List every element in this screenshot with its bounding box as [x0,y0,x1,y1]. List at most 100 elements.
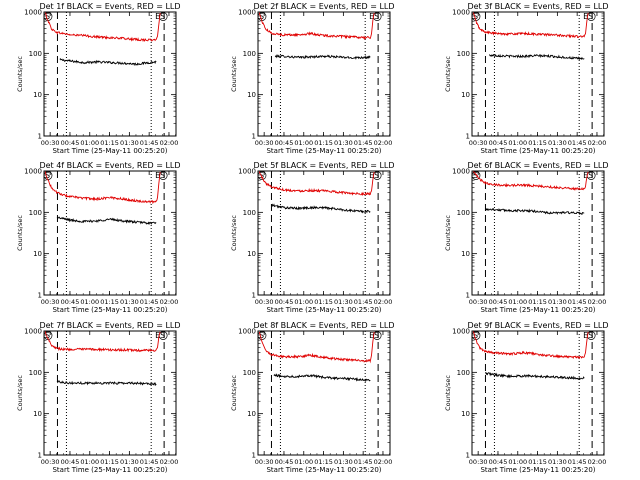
series-line-events [485,207,585,216]
x-tick-label: 02:00 [374,139,393,147]
y-tick-label: 1000 [452,328,470,336]
x-tick-label: 00:45 [61,298,80,306]
y-tick-label: 1000 [452,9,470,17]
y-tick-label: 1 [252,452,256,460]
panel-det-4f: Det 4f BLACK = Events, RED = LLD 1 10 100 10… [16,161,181,314]
y-axis-label: Counts/sec [230,375,238,411]
plot-title: Det 7f BLACK = Events, RED = LLD [39,321,180,330]
y-tick-label: 100 [243,369,256,377]
x-tick-label: 02:00 [374,458,393,466]
x-tick-label: 01:15 [314,298,333,306]
x-tick-label: 00:30 [41,298,60,306]
x-tick-label: 01:15 [100,139,119,147]
x-tick-label: 00:45 [61,458,80,466]
x-tick-label: 00:30 [469,139,488,147]
y-tick-label: 1 [38,452,42,460]
plot-frame [43,11,177,137]
panel-det-8f: Det 8f BLACK = Events, RED = LLD 1 10 100 10… [230,321,395,474]
x-tick-label: 00:30 [469,298,488,306]
series-line-events [485,372,585,380]
y-tick-label: 1 [466,133,470,141]
end-marker-circle [372,331,382,340]
x-tick-label: 01:30 [334,139,353,147]
x-axis-label: Start Time (25-May-11 00:25:20) [480,466,595,474]
x-axis-label: Start Time (25-May-11 00:25:20) [52,147,167,155]
x-tick-label: 01:15 [528,458,547,466]
x-tick-label: 00:45 [275,298,294,306]
x-tick-label: 01:45 [140,298,159,306]
start-marker-label: S [259,12,264,21]
x-tick-label: 02:00 [374,298,393,306]
end-marker-label: ES [583,171,593,180]
plot-title: Det 5f BLACK = Events, RED = LLD [253,161,394,170]
y-tick-label: 10 [33,410,42,418]
series-line-events [273,373,371,383]
panel-det-7f: Det 7f BLACK = Events, RED = LLD 1 10 100 10… [16,321,181,474]
x-tick-label: 02:00 [160,139,179,147]
x-tick-label: 01:45 [568,298,587,306]
series-line-lld [44,171,161,205]
plot-frame [471,330,605,456]
plot-frame [43,330,177,456]
x-tick-label: 01:00 [508,139,527,147]
series-line-events [59,58,157,66]
x-tick-label: 01:00 [294,139,313,147]
y-tick-label: 10 [461,91,470,99]
x-tick-label: 00:30 [255,458,274,466]
panel-det-2f: Det 2f BLACK = Events, RED = LLD 1 10 100 10… [230,2,395,155]
plot-title: Det 9f BLACK = Events, RED = LLD [467,321,608,330]
x-tick-label: 00:30 [41,139,60,147]
plot-title: Det 8f BLACK = Events, RED = LLD [253,321,394,330]
x-tick-label: 01:30 [548,139,567,147]
start-marker-label: S [473,171,478,180]
x-tick-label: 01:30 [548,458,567,466]
plot-title: Det 4f BLACK = Events, RED = LLD [39,161,180,170]
x-tick-label: 00:30 [469,458,488,466]
series-line-lld [258,12,375,40]
series-line-events [270,203,371,214]
panel-det-5f: Det 5f BLACK = Events, RED = LLD 1 10 100 10… [230,161,395,314]
y-tick-label: 10 [461,250,470,258]
x-axis-label: Start Time (25-May-11 00:25:20) [266,306,381,314]
x-tick-label: 01:00 [508,298,527,306]
x-tick-label: 02:00 [160,298,179,306]
x-tick-label: 00:30 [255,298,274,306]
y-tick-label: 1 [38,133,42,141]
y-tick-label: 1000 [24,328,42,336]
x-tick-label: 01:45 [568,458,587,466]
x-tick-label: 01:45 [354,298,373,306]
y-tick-label: 100 [29,209,42,217]
y-tick-label: 1 [252,133,256,141]
x-axis-label: Start Time (25-May-11 00:25:20) [266,466,381,474]
y-tick-label: 10 [247,91,256,99]
start-marker-label: S [473,331,478,340]
panel-det-1f: Det 1f BLACK = Events, RED = LLD 1 10 100 10… [16,2,181,155]
x-tick-label: 01:30 [334,458,353,466]
x-tick-label: 01:45 [568,139,587,147]
plot-title: Det 2f BLACK = Events, RED = LLD [253,2,394,11]
series-line-lld [258,171,375,197]
end-marker-label: ES [369,171,379,180]
x-tick-label: 01:00 [80,458,99,466]
x-tick-label: 00:30 [255,139,274,147]
start-marker-label: S [45,331,50,340]
series-line-lld [473,171,589,191]
start-marker-circle [471,171,481,180]
series-line-lld [44,12,161,43]
x-tick-label: 00:45 [489,298,508,306]
x-tick-label: 00:45 [489,458,508,466]
x-tick-label: 00:45 [275,139,294,147]
y-tick-label: 100 [29,369,42,377]
x-tick-label: 01:00 [80,298,99,306]
y-tick-label: 10 [33,91,42,99]
y-tick-label: 100 [457,50,470,58]
x-tick-label: 02:00 [588,298,607,306]
x-tick-label: 02:00 [588,458,607,466]
x-tick-label: 02:00 [160,458,179,466]
start-marker-circle [257,331,267,340]
x-tick-label: 00:45 [275,458,294,466]
y-axis-label: Counts/sec [16,215,24,251]
end-marker-label: ES [369,12,379,21]
x-axis-label: Start Time (25-May-11 00:25:20) [52,466,167,474]
y-axis-label: Counts/sec [444,215,452,251]
